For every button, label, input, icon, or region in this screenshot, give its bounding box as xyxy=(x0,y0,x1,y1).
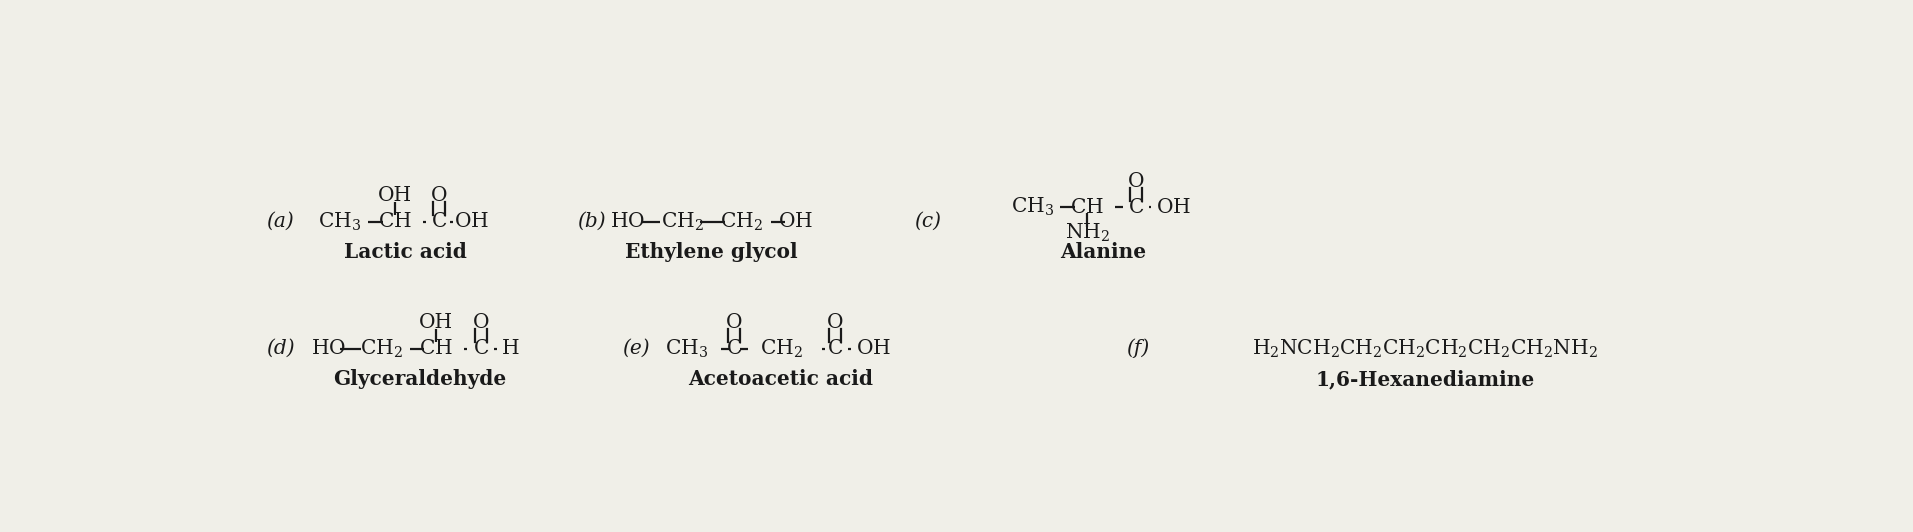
Text: $\mathregular{OH}$: $\mathregular{OH}$ xyxy=(857,339,891,358)
Text: Lactic acid: Lactic acid xyxy=(344,242,467,262)
Text: (c): (c) xyxy=(914,212,941,231)
Text: O: O xyxy=(1129,172,1144,191)
Text: $\mathregular{CH}$: $\mathregular{CH}$ xyxy=(1069,198,1104,217)
Text: $\mathregular{CH_2}$: $\mathregular{CH_2}$ xyxy=(759,337,803,360)
Text: $\mathregular{CH}$: $\mathregular{CH}$ xyxy=(419,339,453,358)
Text: $\mathregular{HO}$: $\mathregular{HO}$ xyxy=(610,212,645,231)
Text: $\mathregular{OH}$: $\mathregular{OH}$ xyxy=(455,212,490,231)
Text: $\mathregular{C}$: $\mathregular{C}$ xyxy=(727,339,742,358)
Text: 1,6-Hexanediamine: 1,6-Hexanediamine xyxy=(1316,369,1534,389)
Text: $\mathregular{CH_2}$: $\mathregular{CH_2}$ xyxy=(360,337,404,360)
Text: $\mathregular{CH_3}$: $\mathregular{CH_3}$ xyxy=(1010,196,1054,218)
Text: (a): (a) xyxy=(266,212,293,231)
Text: (f): (f) xyxy=(1125,339,1150,359)
Text: $\mathregular{CH_2}$: $\mathregular{CH_2}$ xyxy=(721,210,763,232)
Text: $\mathregular{CH_3}$: $\mathregular{CH_3}$ xyxy=(318,210,362,232)
Text: $\mathregular{CH_3}$: $\mathregular{CH_3}$ xyxy=(666,337,708,360)
Text: Acetoacetic acid: Acetoacetic acid xyxy=(689,369,872,389)
Text: $\mathregular{CH_2}$: $\mathregular{CH_2}$ xyxy=(662,210,704,232)
Text: (e): (e) xyxy=(622,339,649,358)
Text: (d): (d) xyxy=(266,339,295,358)
Text: $\mathregular{OH}$: $\mathregular{OH}$ xyxy=(1155,198,1190,217)
Text: $\mathregular{CH}$: $\mathregular{CH}$ xyxy=(379,212,411,231)
Text: $\mathregular{C}$: $\mathregular{C}$ xyxy=(430,212,448,231)
Text: $\mathregular{C}$: $\mathregular{C}$ xyxy=(1129,198,1144,217)
Text: O: O xyxy=(727,313,742,332)
Text: (b): (b) xyxy=(578,212,606,231)
Text: O: O xyxy=(826,313,844,332)
Text: Alanine: Alanine xyxy=(1060,242,1146,262)
Text: O: O xyxy=(430,186,448,205)
Text: Glyceraldehyde: Glyceraldehyde xyxy=(333,369,505,389)
Text: O: O xyxy=(473,313,490,332)
Text: OH: OH xyxy=(377,186,411,205)
Text: $\mathregular{HO}$: $\mathregular{HO}$ xyxy=(310,339,346,358)
Text: $\mathregular{NH_2}$: $\mathregular{NH_2}$ xyxy=(1066,222,1110,244)
Text: Ethylene glycol: Ethylene glycol xyxy=(626,242,798,262)
Text: $\mathregular{C}$: $\mathregular{C}$ xyxy=(473,339,490,358)
Text: $\mathregular{C}$: $\mathregular{C}$ xyxy=(826,339,844,358)
Text: $\mathregular{H_2NCH_2CH_2CH_2CH_2CH_2CH_2NH_2}$: $\mathregular{H_2NCH_2CH_2CH_2CH_2CH_2CH… xyxy=(1253,337,1597,360)
Text: $\mathregular{OH}$: $\mathregular{OH}$ xyxy=(777,212,813,231)
Text: OH: OH xyxy=(419,313,453,332)
Text: $\mathregular{H}$: $\mathregular{H}$ xyxy=(501,339,520,358)
